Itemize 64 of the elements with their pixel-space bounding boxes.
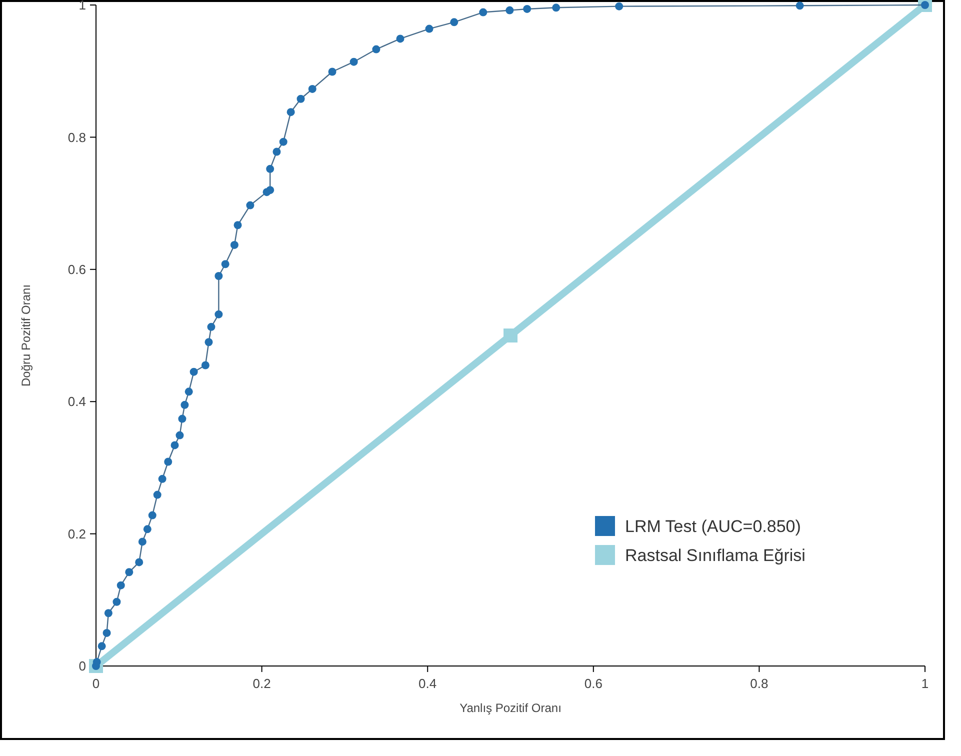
point <box>615 2 624 10</box>
x-tick-label: 0.2 <box>252 676 271 691</box>
point <box>372 45 380 54</box>
x-tick-label: 0.4 <box>418 676 437 691</box>
point <box>153 490 162 499</box>
point <box>266 186 274 194</box>
y-tick-label: 0.2 <box>68 526 86 542</box>
point <box>221 260 230 268</box>
y-tick-label: 0.4 <box>68 394 86 410</box>
point <box>266 164 274 173</box>
y-tick-label: 0 <box>78 658 86 674</box>
x-tick-label: 0 <box>92 676 100 691</box>
point <box>230 240 238 249</box>
point <box>506 6 514 14</box>
y-axis-title: Doğru Pozitif Oranı <box>19 284 33 387</box>
point <box>272 148 281 156</box>
point <box>246 201 254 210</box>
point <box>207 322 216 331</box>
point <box>350 58 358 66</box>
point <box>450 18 458 26</box>
point <box>234 221 242 230</box>
point <box>135 558 144 566</box>
point <box>170 441 179 450</box>
point <box>184 388 193 396</box>
point <box>104 609 112 618</box>
point <box>98 642 106 650</box>
point <box>164 458 172 466</box>
point <box>328 68 336 76</box>
y-tick-label: 0.6 <box>68 262 86 277</box>
point <box>125 568 134 576</box>
point <box>296 94 305 103</box>
x-axis-title: Yanlış Pozitif Oranı <box>460 701 562 715</box>
point <box>214 272 223 280</box>
point <box>523 4 532 13</box>
legend-label: LRM Test (AUC=0.850) <box>625 516 801 536</box>
point <box>396 34 404 43</box>
point <box>138 538 146 546</box>
x-tick-label: 1 <box>921 676 929 691</box>
point <box>504 328 518 342</box>
point <box>204 338 213 346</box>
point <box>143 525 152 534</box>
y-tick-label: 0.8 <box>68 130 86 145</box>
point <box>148 511 156 520</box>
point <box>116 581 125 590</box>
point <box>178 414 186 423</box>
point <box>201 361 210 370</box>
point <box>279 138 288 146</box>
point <box>308 84 316 93</box>
point <box>102 628 111 637</box>
point <box>190 368 198 376</box>
x-tick-label: 0.8 <box>750 676 768 691</box>
point <box>214 310 223 318</box>
point <box>176 431 184 440</box>
point <box>796 2 804 10</box>
legend-label: Rastsal Sınıflama Eğrisi <box>625 546 806 565</box>
point <box>180 400 189 409</box>
point <box>552 4 560 12</box>
point <box>425 24 434 33</box>
y-tick-label: 1 <box>78 0 86 13</box>
point <box>479 8 488 16</box>
point <box>158 474 166 483</box>
x-tick-label: 0.6 <box>584 676 602 691</box>
point <box>112 598 121 606</box>
point <box>286 108 295 116</box>
